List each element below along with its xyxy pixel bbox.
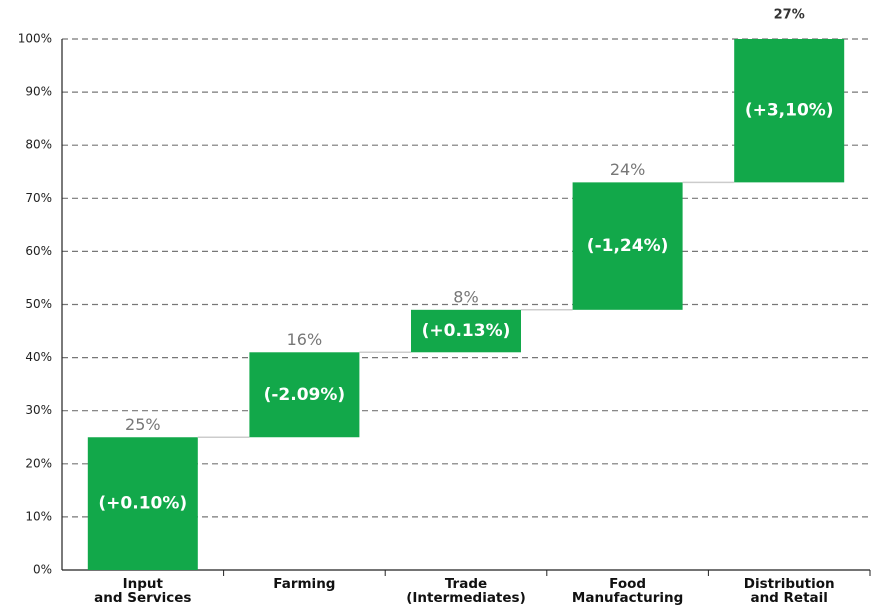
bar xyxy=(411,309,521,353)
value-label: 25% xyxy=(125,415,161,434)
x-tick-label: Input and Services xyxy=(94,576,192,606)
y-tick-label: 90% xyxy=(25,85,52,99)
change-label: (+0.13%) xyxy=(422,321,511,341)
y-tick-label: 40% xyxy=(25,350,52,364)
x-tick-label: Distribution and Retail xyxy=(743,576,835,606)
x-tick-label: Trade (Intermediates) xyxy=(406,576,526,606)
bar xyxy=(249,352,360,438)
change-label: (-1,24%) xyxy=(587,236,669,256)
x-tick-label: Farming xyxy=(273,576,336,592)
y-tick-label: 30% xyxy=(25,403,52,417)
bar xyxy=(87,437,198,570)
value-label: 24% xyxy=(610,160,646,179)
y-tick-label: 100% xyxy=(18,32,52,46)
value-label: 27% xyxy=(774,8,805,23)
y-tick-label: 80% xyxy=(25,138,52,152)
y-tick-label: 50% xyxy=(25,297,52,311)
value-label: 16% xyxy=(287,330,323,349)
bar xyxy=(734,39,845,183)
bar xyxy=(572,182,683,310)
y-tick-label: 0% xyxy=(33,563,52,577)
y-tick-label: 70% xyxy=(25,191,52,205)
y-tick-label: 10% xyxy=(25,509,52,523)
y-tick-label: 20% xyxy=(25,456,52,470)
change-label: (-2.09%) xyxy=(264,385,346,405)
y-tick-label: 60% xyxy=(25,244,52,258)
x-tick-label: Food Manufacturing xyxy=(571,576,684,606)
value-label: 8% xyxy=(453,287,478,306)
change-label: (+3,10%) xyxy=(745,101,834,121)
change-label: (+0.10%) xyxy=(98,494,187,514)
